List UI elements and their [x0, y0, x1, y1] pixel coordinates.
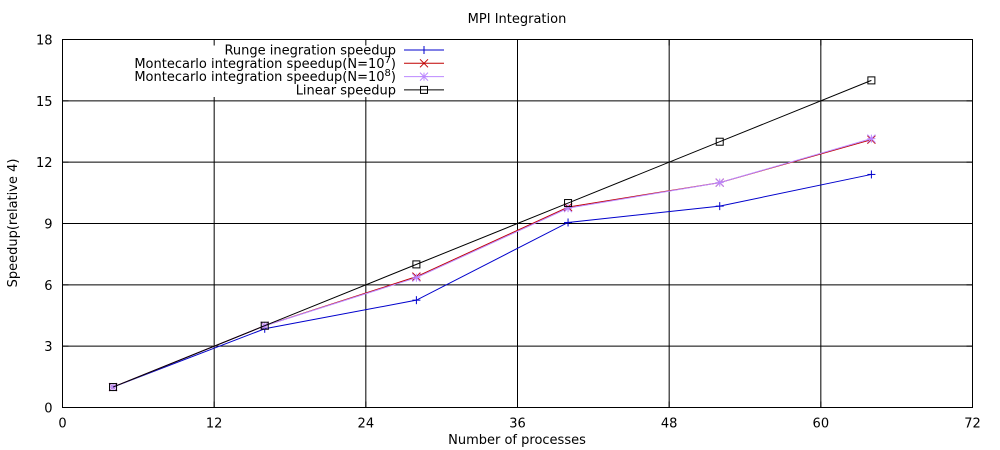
data-point [109, 383, 118, 392]
legend-exponent: 8 [385, 68, 391, 79]
marker-stroke [867, 134, 876, 144]
legend-entry: Linear speedup [296, 83, 444, 98]
legend-marker [420, 46, 428, 54]
legend-label: Runge inegration speedup [224, 44, 396, 59]
data-point [412, 296, 421, 305]
y-tick-label: 15 [36, 95, 53, 110]
data-point [260, 321, 269, 330]
legend-suffix: ) [391, 70, 396, 85]
y-tick-label: 12 [36, 156, 53, 171]
data-point [867, 170, 876, 179]
series-line [112, 173, 872, 388]
marker-stroke [715, 178, 725, 187]
x-tick-label: 60 [813, 417, 830, 432]
legend-label: Linear speedup [296, 83, 396, 98]
data-point [715, 137, 724, 146]
legend-entry: Montecarlo integration speedup(N=107) [134, 55, 444, 72]
data-point [867, 76, 876, 85]
legend-entry: Runge inegration speedup [224, 44, 444, 59]
y-tick-label: 3 [44, 340, 52, 355]
marker-stroke [715, 137, 724, 146]
data-point [715, 178, 725, 187]
x-tick-label: 36 [509, 417, 526, 432]
marker-stroke [419, 58, 429, 68]
chart-title: MPI Integration [468, 12, 567, 27]
legend-marker [419, 72, 429, 81]
marker-stroke [260, 321, 269, 330]
series-4 [109, 76, 876, 392]
x-tick-label: 72 [964, 417, 981, 432]
marker-stroke [564, 199, 573, 208]
marker-stroke [563, 203, 573, 213]
marker-stroke [412, 273, 421, 283]
marker-stroke [420, 85, 428, 94]
legend-marker [419, 58, 429, 68]
legend-entry: Montecarlo integration speedup(N=108) [134, 68, 444, 85]
legend-label: Montecarlo integration speedup(N=108) [134, 68, 396, 85]
x-axis-label: Number of processes [448, 433, 586, 448]
plot-series [108, 76, 876, 392]
data-point [412, 273, 421, 283]
y-tick-label: 6 [44, 279, 52, 294]
data-point [715, 202, 724, 211]
data-point [563, 203, 573, 213]
data-point [564, 199, 573, 208]
series-line [112, 79, 872, 388]
legend-marker [420, 85, 428, 94]
marker-stroke [867, 76, 876, 85]
marker-stroke [419, 72, 429, 81]
legend-suffix: ) [391, 57, 396, 72]
y-tick-label: 18 [36, 34, 53, 49]
x-tick-label: 0 [58, 417, 66, 432]
y-tick-label: 0 [44, 402, 52, 417]
data-point [412, 260, 421, 269]
marker-stroke [109, 383, 118, 392]
y-tick-label: 9 [44, 218, 52, 233]
data-point [564, 218, 573, 227]
data-point [867, 134, 876, 144]
marker-stroke [412, 260, 421, 269]
x-tick-label: 12 [206, 417, 223, 432]
x-tick-label: 48 [661, 417, 678, 432]
y-axis-label: Speedup(relative 4) [6, 159, 21, 288]
legend-label: Montecarlo integration speedup(N=107) [134, 55, 396, 72]
x-tick-label: 24 [358, 417, 375, 432]
legend-exponent: 7 [385, 55, 391, 66]
